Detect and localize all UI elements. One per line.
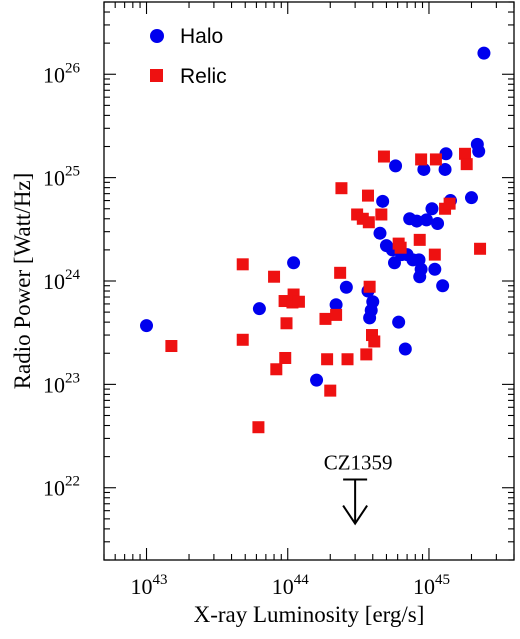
point-halo [376, 194, 390, 208]
point-relic [413, 233, 426, 246]
point-relic [330, 308, 343, 321]
legend-marker-halo [150, 29, 164, 43]
data-points [140, 46, 491, 434]
point-halo [329, 298, 343, 312]
point-relic [428, 248, 441, 261]
point-halo [287, 256, 301, 270]
y-tick-label: 1025 [43, 164, 80, 191]
y-tick-label: 1026 [43, 60, 81, 87]
y-axis-label: Radio Power [Watt/Hz] [10, 173, 35, 390]
point-relic [252, 421, 265, 434]
x-tick-label: 1043 [131, 572, 168, 599]
point-halo [410, 214, 424, 228]
point-halo [436, 279, 450, 293]
point-relic [324, 384, 337, 397]
annotation-label: CZ1359 [324, 451, 393, 475]
point-relic [319, 312, 332, 325]
point-relic [165, 340, 178, 353]
legend-label-relic: Relic [180, 65, 227, 88]
point-halo [477, 46, 491, 60]
y-tick-label: 1022 [43, 474, 80, 501]
legend-marker-relic [150, 69, 163, 82]
point-halo [472, 144, 486, 158]
x-tick-label: 1044 [272, 572, 310, 599]
point-halo [392, 315, 406, 329]
point-relic [341, 353, 354, 366]
point-halo [252, 302, 266, 316]
point-relic [236, 258, 249, 271]
point-relic [415, 153, 428, 166]
point-halo [439, 147, 453, 161]
point-halo [431, 216, 445, 230]
point-relic [236, 333, 249, 346]
point-halo [417, 162, 431, 176]
point-halo [310, 373, 324, 387]
point-relic [360, 348, 373, 361]
upper-limit-annotation: CZ1359 [324, 451, 393, 526]
point-relic [362, 216, 375, 229]
point-relic [334, 266, 347, 279]
point-relic [268, 270, 281, 283]
point-halo [140, 319, 154, 333]
point-relic [429, 153, 442, 166]
point-relic [443, 197, 456, 210]
point-halo [438, 162, 452, 176]
point-halo [366, 295, 380, 309]
legend-label-halo: Halo [180, 25, 223, 48]
point-relic [474, 242, 487, 255]
point-relic [368, 335, 381, 348]
point-relic [459, 147, 472, 160]
x-axis-label: X-ray Luminosity [erg/s] [194, 602, 425, 627]
point-halo [419, 213, 433, 227]
point-relic [361, 189, 374, 202]
point-halo [389, 159, 403, 173]
point-relic [335, 182, 348, 195]
plot-frame [103, 1, 515, 561]
point-relic [363, 280, 376, 293]
point-relic [270, 363, 283, 376]
axis-ticks [103, 1, 515, 561]
point-relic [292, 295, 305, 308]
point-halo [425, 202, 439, 216]
point-relic [280, 317, 293, 330]
point-halo [373, 226, 387, 240]
point-halo [414, 262, 428, 276]
arrow-head [342, 505, 368, 526]
x-tick-labels: 1043 1044 1045 [131, 572, 450, 599]
x-tick-label: 1045 [413, 572, 450, 599]
point-relic [279, 351, 292, 364]
point-relic [377, 150, 390, 163]
point-halo [398, 342, 412, 356]
point-relic [394, 241, 407, 254]
point-relic [460, 158, 473, 171]
point-halo [428, 262, 442, 276]
y-tick-labels: 1022 1023 1024 1025 1026 [43, 60, 81, 500]
point-halo [464, 191, 478, 205]
y-tick-label: 1024 [43, 267, 81, 294]
legend: Halo Relic [150, 25, 227, 88]
point-relic [375, 208, 388, 221]
point-relic [321, 353, 334, 366]
y-tick-label: 1023 [43, 370, 80, 397]
point-halo [339, 280, 353, 294]
